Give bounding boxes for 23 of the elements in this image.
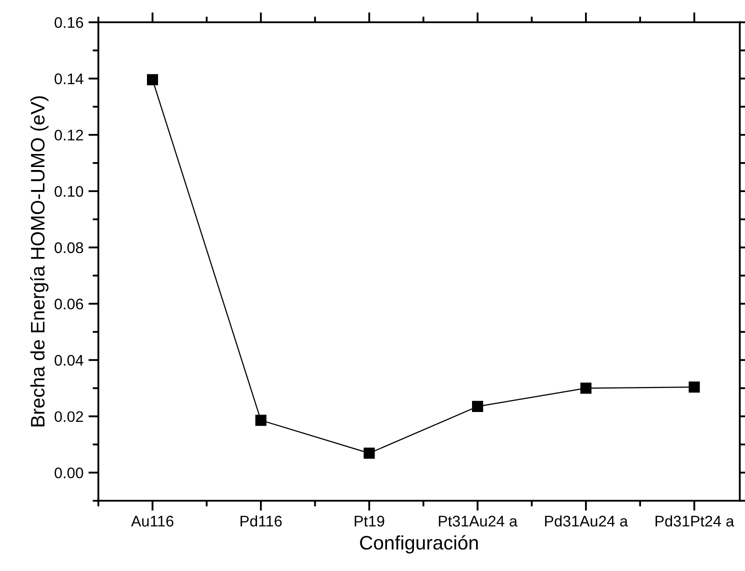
y-axis-title: Brecha de Energía HOMO-LUMO (eV) <box>30 96 48 426</box>
y-tick-label: 0.10 <box>54 186 84 197</box>
y-tick-label: 0.14 <box>54 73 84 84</box>
x-tick-label: Pd31Pt24 a <box>656 515 734 527</box>
x-axis-title: Configuración <box>360 535 478 554</box>
y-tick-label: 0.02 <box>54 411 83 422</box>
x-tick-label: Pt19 <box>354 516 384 527</box>
x-tick-label: Pt31Au24 a <box>438 516 518 527</box>
point <box>580 382 592 394</box>
y-tick-label: 0.00 <box>54 467 84 478</box>
x-tick-label: Au116 <box>131 516 174 527</box>
point <box>364 448 375 459</box>
point <box>255 414 266 426</box>
point <box>472 400 484 412</box>
x-tick-label: Pd116 <box>240 515 282 527</box>
x-tick-label: Pd31Au24 a <box>545 515 628 527</box>
point <box>688 381 700 393</box>
y-tick-label: 0.04 <box>54 354 84 366</box>
y-tick-label: 0.06 <box>54 298 84 310</box>
point <box>146 74 158 86</box>
y-tick-label: 0.16 <box>54 17 84 28</box>
y-tick-label: 0.08 <box>54 242 84 254</box>
y-tick-label: 0.12 <box>54 130 83 141</box>
